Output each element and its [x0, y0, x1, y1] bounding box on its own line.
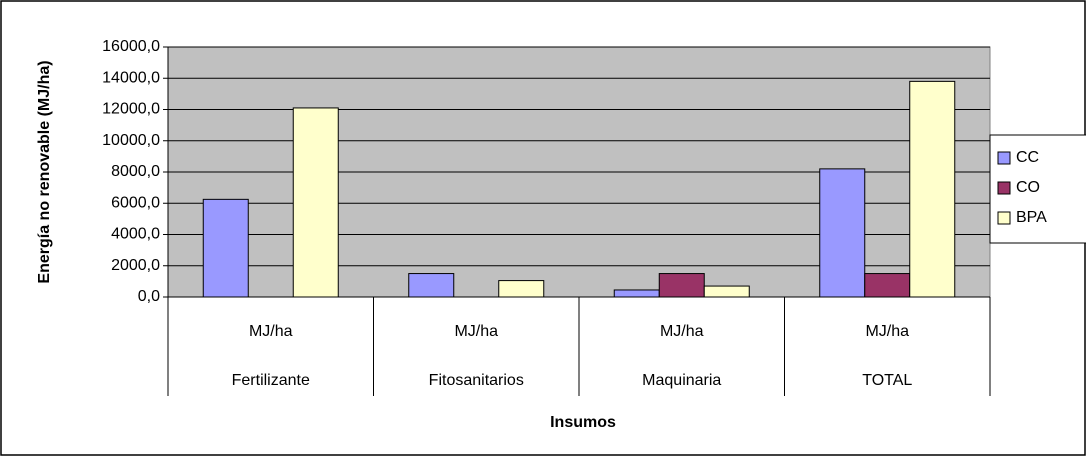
bar: [498, 280, 545, 298]
bar: [202, 198, 249, 298]
bar: [613, 289, 660, 298]
x-tick-label: Maquinaria: [642, 372, 721, 389]
bar: [292, 107, 339, 298]
legend-swatch: [997, 181, 1011, 195]
x-tick-label: TOTAL: [862, 372, 912, 389]
y-tick-label: 16000,0: [102, 38, 160, 55]
y-tick-label: 12000,0: [102, 101, 160, 118]
y-tick-label: 14000,0: [102, 69, 160, 86]
y-tick-label: 10000,0: [102, 132, 160, 149]
bar: [909, 80, 956, 298]
legend-swatch: [997, 211, 1011, 225]
x-tick-label: Fertilizante: [232, 372, 310, 389]
legend-swatch: [997, 151, 1011, 165]
x-tick-sublabel: MJ/ha: [865, 323, 909, 340]
y-axis-title: Energía no renovable (MJ/ha): [36, 60, 53, 283]
bar: [819, 168, 866, 298]
bar: [408, 273, 455, 298]
y-tick-label: 6000,0: [111, 194, 160, 211]
legend-label: BPA: [1016, 209, 1047, 226]
x-axis-title: Insumos: [550, 414, 616, 431]
y-tick-label: 4000,0: [111, 226, 160, 243]
legend-label: CO: [1016, 179, 1040, 196]
x-tick-sublabel: MJ/ha: [249, 323, 293, 340]
bar: [658, 273, 705, 298]
y-tick-label: 2000,0: [111, 257, 160, 274]
x-tick-label: Fitosanitarios: [429, 372, 524, 389]
x-tick-sublabel: MJ/ha: [660, 323, 704, 340]
x-tick-sublabel: MJ/ha: [454, 323, 498, 340]
y-tick-label: 8000,0: [111, 163, 160, 180]
y-tick-label: 0,0: [138, 288, 160, 305]
bar: [703, 285, 750, 298]
bar: [864, 273, 911, 298]
legend-label: CC: [1016, 149, 1039, 166]
